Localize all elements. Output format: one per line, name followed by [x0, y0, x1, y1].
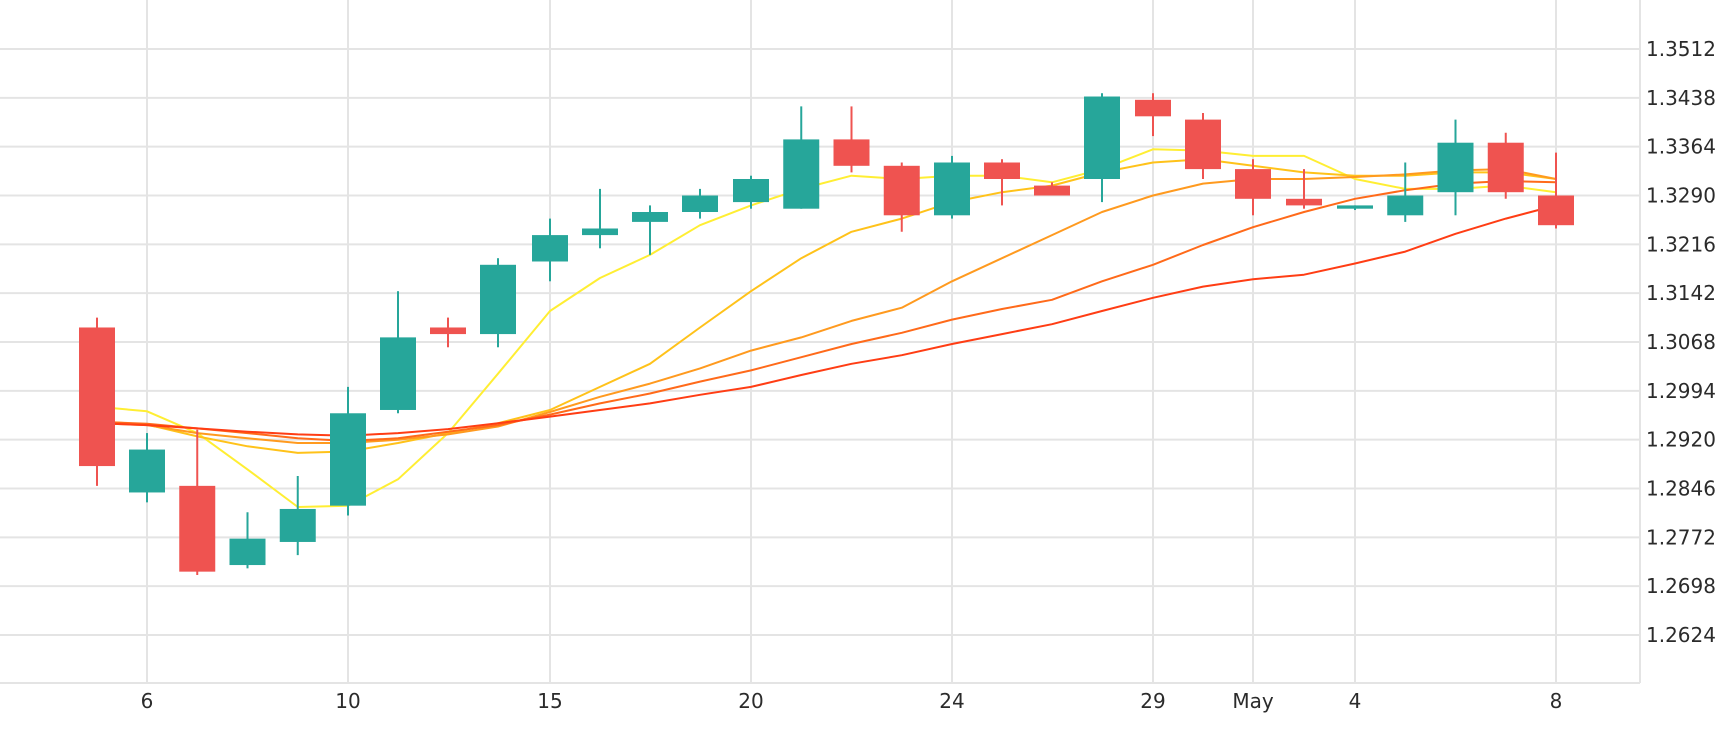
candle-body	[632, 211, 668, 222]
candle-up	[229, 512, 266, 569]
candle-body	[582, 228, 618, 236]
candle-body	[1437, 142, 1474, 193]
candle-down	[430, 317, 466, 348]
candle-down	[79, 317, 115, 486]
x-tick-label: 8	[1550, 689, 1563, 713]
x-tick-label: 10	[335, 689, 360, 713]
candle-up	[480, 258, 516, 348]
candle-down	[1235, 159, 1271, 216]
y-tick-label: 1.3364	[1646, 135, 1716, 159]
moving-average-layer	[96, 148, 1557, 508]
candle-down	[1538, 152, 1574, 229]
y-tick-label: 1.2994	[1646, 379, 1716, 403]
x-tick-label: May	[1232, 689, 1274, 713]
candle-body	[1487, 142, 1524, 193]
candle-up	[783, 106, 820, 209]
candle-body	[480, 264, 516, 335]
candle-body	[682, 195, 718, 212]
grid-layer	[0, 0, 1641, 684]
moving-average-line-1	[96, 148, 1557, 508]
y-tick-label: 1.3438	[1646, 86, 1716, 110]
candle-body	[1135, 99, 1171, 117]
candle-body	[532, 235, 568, 262]
candle-body	[1185, 119, 1221, 170]
candle-body	[279, 508, 316, 542]
x-tick-label: 15	[537, 689, 562, 713]
candle-down	[1487, 132, 1524, 199]
candle-body	[129, 449, 165, 493]
y-tick-label: 1.2846	[1646, 477, 1716, 501]
candle-up	[1084, 93, 1120, 203]
candle-body	[1387, 195, 1424, 216]
candle-body	[783, 139, 820, 209]
candle-body	[1286, 198, 1322, 206]
candle-up	[380, 291, 416, 414]
candle-up	[682, 188, 718, 219]
candle-up	[733, 175, 769, 209]
y-tick-label: 1.3512	[1646, 37, 1716, 61]
candle-down	[179, 429, 216, 575]
candle-up	[330, 386, 366, 516]
candle-body	[179, 485, 216, 572]
y-tick-label: 1.2920	[1646, 428, 1716, 452]
candle-up	[532, 218, 568, 282]
candle-body	[380, 337, 416, 410]
candle-up	[1337, 205, 1373, 211]
candle-body	[883, 165, 920, 216]
x-tick-label: 6	[141, 689, 154, 713]
moving-average-line-5	[96, 204, 1557, 437]
candle-up	[279, 475, 316, 556]
candle-down	[1286, 169, 1322, 209]
candle-up	[129, 433, 165, 503]
candle-up	[582, 188, 618, 249]
candle-body	[1235, 169, 1271, 199]
candle-up	[1387, 162, 1424, 222]
candle-body	[934, 162, 970, 216]
x-tick-label: 24	[939, 689, 964, 713]
candle-down	[984, 159, 1020, 206]
candle-down	[883, 162, 920, 232]
x-axis: 6 10 15 20 24 29 May 4 8	[141, 689, 1563, 713]
candle-up	[632, 205, 668, 255]
y-axis: 1.2624 1.2698 1.2772 1.2846 1.2920 1.2994 1.30…	[1646, 37, 1716, 647]
candle-down	[1185, 113, 1221, 180]
candle-body	[833, 139, 870, 166]
y-tick-label: 1.3142	[1646, 281, 1716, 305]
y-tick-label: 1.3216	[1646, 232, 1716, 256]
x-tick-label: 29	[1140, 689, 1165, 713]
candle-up	[1437, 119, 1474, 216]
candle-down	[1135, 93, 1171, 137]
candle-down	[833, 106, 870, 173]
moving-average-line-3	[96, 168, 1557, 444]
candle-body	[430, 327, 466, 335]
candle-body	[229, 538, 266, 566]
y-tick-label: 1.3068	[1646, 330, 1716, 354]
candle-body	[733, 179, 769, 203]
candle-body	[330, 413, 366, 506]
y-tick-label: 1.3290	[1646, 184, 1716, 208]
candle-body	[1538, 195, 1574, 226]
x-tick-label: 20	[738, 689, 763, 713]
candle-body	[1084, 96, 1120, 180]
candle-down	[1034, 182, 1070, 196]
x-tick-label: 4	[1349, 689, 1362, 713]
candle-body	[1034, 185, 1070, 196]
candle-body	[1337, 205, 1373, 209]
y-tick-label: 1.2624	[1646, 623, 1716, 647]
moving-average-line-4	[96, 180, 1557, 442]
candle-body	[984, 162, 1020, 180]
candle-body	[79, 327, 115, 467]
y-tick-label: 1.2772	[1646, 525, 1716, 549]
candle-up	[934, 155, 970, 219]
y-tick-label: 1.2698	[1646, 574, 1716, 598]
candle-layer	[79, 93, 1574, 575]
